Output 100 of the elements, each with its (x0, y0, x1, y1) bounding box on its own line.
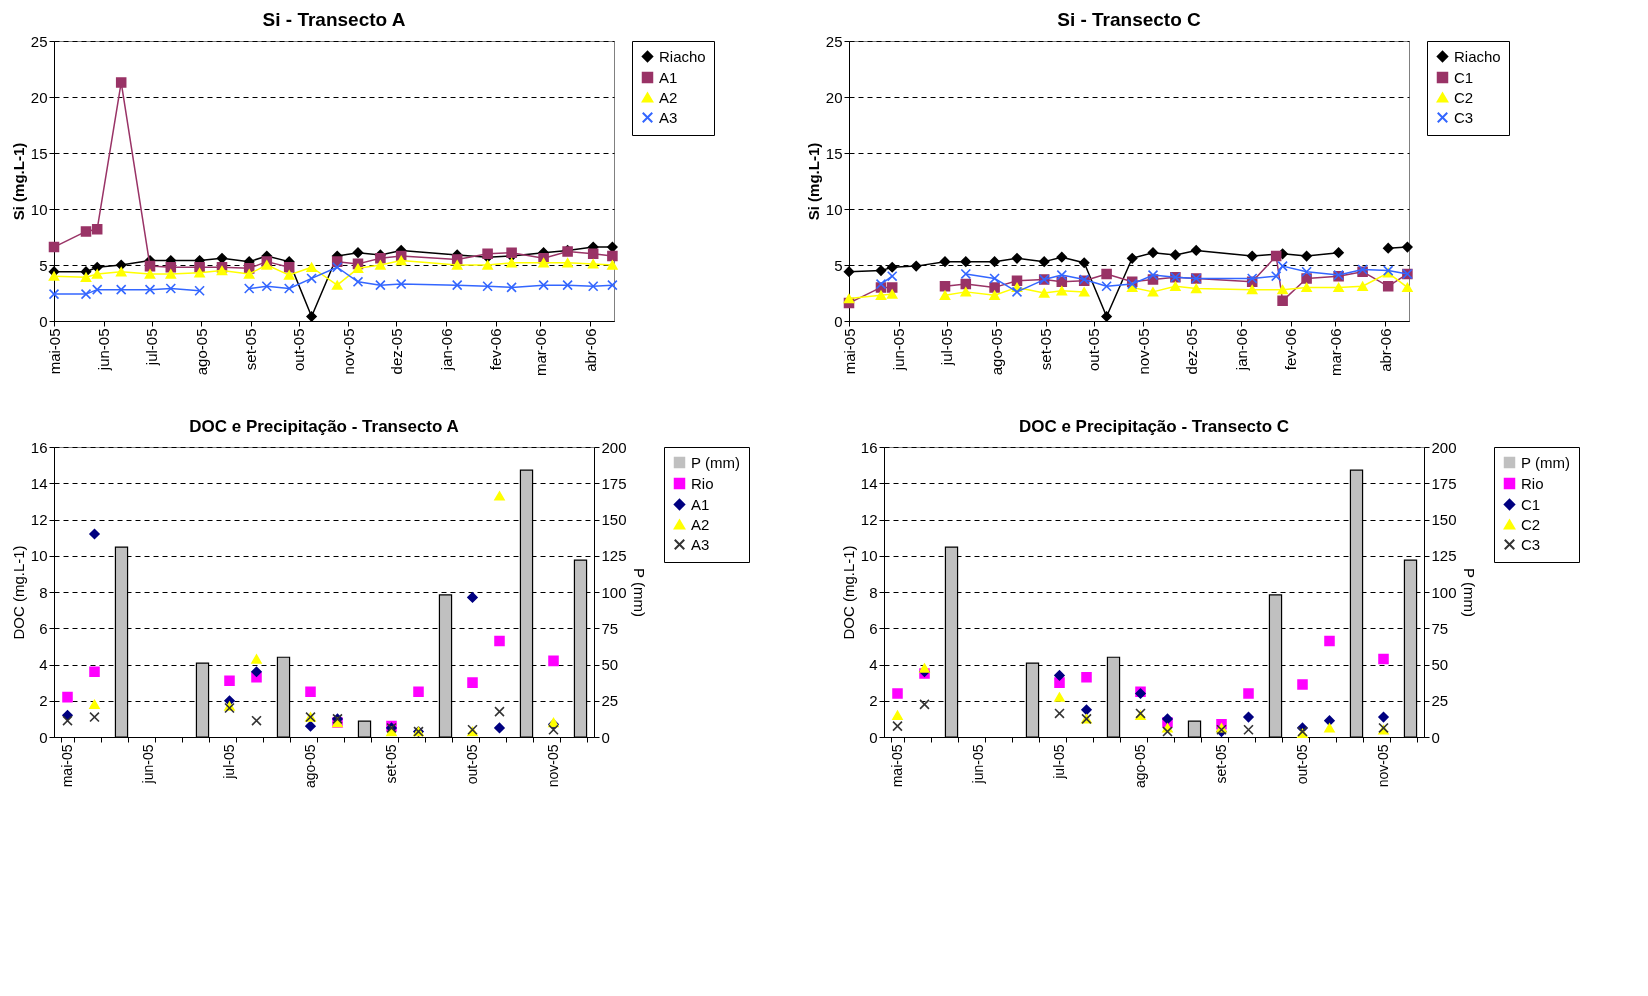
x-tick-label: jul-05 (938, 328, 956, 367)
y-tick-label: 4 (869, 656, 878, 673)
y2-tick-label: 50 (1431, 656, 1449, 673)
legend-label: C1 (1454, 68, 1474, 86)
y2-axis-title: P (mm) (1460, 568, 1478, 617)
legend-label: Rio (691, 474, 714, 492)
y-tick-label: 2 (39, 692, 48, 710)
x-tick-label: jan-06 (1232, 328, 1250, 372)
x-tick-label: abr-06 (1376, 328, 1394, 372)
legend-label: C1 (1521, 495, 1541, 513)
y-tick-label: 15 (825, 144, 843, 162)
x-tick-label: set-05 (1213, 744, 1229, 784)
y-tick-label: 0 (39, 312, 48, 330)
x-tick-label: jun-05 (890, 328, 908, 372)
y-tick-label: 10 (860, 547, 878, 565)
y2-tick-label: 150 (601, 511, 627, 528)
x-tick-label: jan-06 (437, 328, 455, 372)
x-tick-label: mai-05 (889, 744, 905, 788)
y2-tick-label: 125 (1431, 547, 1457, 565)
y-tick-label: 0 (39, 728, 48, 746)
x-tick-label: set-05 (383, 744, 399, 784)
chart-title: Si - Transecto C (1057, 9, 1202, 30)
x-tick-label: out-05 (1294, 744, 1310, 785)
y-axis-title: Si (mg.L-1) (9, 142, 27, 221)
y-tick-label: 6 (869, 619, 878, 637)
legend-label: Riacho (1454, 47, 1501, 65)
legend-label: A2 (691, 515, 710, 533)
y-axis-title: DOC (mg.L-1) (9, 545, 27, 640)
y-tick-label: 4 (39, 656, 48, 673)
y2-tick-label: 25 (601, 692, 619, 710)
x-tick-label: ago-05 (1132, 744, 1148, 789)
legend-label: C3 (1521, 535, 1541, 553)
x-tick-label: mar-06 (531, 328, 549, 377)
x-tick-label: jul-05 (1051, 744, 1067, 780)
y2-tick-label: 0 (601, 728, 610, 746)
y2-tick-label: 0 (1431, 728, 1440, 746)
chart-title: DOC e Precipitação - Transecto A (189, 417, 459, 436)
x-tick-label: jul-05 (221, 744, 237, 780)
y2-tick-label: 200 (601, 438, 627, 456)
y-tick-label: 25 (30, 32, 48, 50)
legend-label: A3 (659, 108, 678, 126)
legend-label: C3 (1454, 108, 1474, 126)
chart-title: Si - Transecto A (262, 9, 406, 30)
x-tick-label: jun-05 (95, 328, 113, 372)
y-tick-label: 8 (39, 583, 48, 601)
x-tick-label: jul-05 (143, 328, 161, 367)
y-tick-label: 5 (39, 256, 48, 274)
chart-title: DOC e Precipitação - Transecto C (1018, 417, 1290, 436)
y-tick-label: 20 (825, 88, 843, 106)
x-tick-label: jun-05 (140, 744, 156, 785)
x-tick-label: ago-05 (987, 328, 1005, 376)
x-tick-label: ago-05 (192, 328, 210, 376)
x-tick-label: out-05 (1085, 328, 1103, 372)
y2-tick-label: 100 (601, 583, 627, 601)
y-tick-label: 0 (869, 728, 878, 746)
x-tick-label: mai-05 (59, 744, 75, 788)
y2-tick-label: 200 (1431, 438, 1457, 456)
x-tick-label: dez-05 (387, 328, 405, 375)
x-tick-label: set-05 (1037, 328, 1055, 371)
y-tick-label: 16 (30, 438, 48, 456)
y-tick-label: 12 (30, 511, 48, 528)
legend-label: A1 (691, 495, 710, 513)
y2-tick-label: 75 (1431, 619, 1449, 637)
x-tick-label: set-05 (242, 328, 260, 371)
y-tick-label: 14 (860, 474, 878, 492)
x-tick-label: nov-05 (1375, 744, 1391, 788)
x-tick-label: fev-06 (1282, 328, 1300, 371)
y-tick-label: 10 (30, 200, 48, 218)
y-tick-label: 12 (860, 511, 878, 528)
x-tick-label: nov-05 (545, 744, 561, 788)
y2-tick-label: 50 (601, 656, 619, 673)
x-tick-label: ago-05 (302, 744, 318, 789)
y-tick-label: 6 (39, 619, 48, 637)
legend-label: A3 (691, 535, 710, 553)
y-tick-label: 10 (30, 547, 48, 565)
y-tick-label: 20 (30, 88, 48, 106)
y2-tick-label: 175 (1431, 474, 1457, 492)
y-tick-label: 14 (30, 474, 48, 492)
legend-label: A2 (659, 88, 678, 106)
y-tick-label: 8 (869, 583, 878, 601)
legend-label: C2 (1521, 515, 1541, 533)
x-tick-label: nov-05 (339, 328, 357, 375)
x-tick-label: jun-05 (970, 744, 986, 785)
y-tick-label: 2 (869, 692, 878, 710)
x-tick-label: fev-06 (487, 328, 505, 371)
y2-axis-title: P (mm) (630, 568, 648, 617)
legend-label: A1 (659, 68, 678, 86)
legend-label: Rio (1521, 474, 1544, 492)
legend-label: P (mm) (1521, 453, 1570, 471)
x-tick-label: out-05 (464, 744, 480, 785)
y2-tick-label: 175 (601, 474, 627, 492)
y2-tick-label: 125 (601, 547, 627, 565)
y-axis-title: DOC (mg.L-1) (839, 545, 857, 640)
y2-tick-label: 75 (601, 619, 619, 637)
legend-label: P (mm) (691, 453, 740, 471)
y-axis-title: Si (mg.L-1) (804, 142, 822, 221)
y-tick-label: 16 (860, 438, 878, 456)
x-tick-label: nov-05 (1134, 328, 1152, 375)
x-tick-label: out-05 (290, 328, 308, 372)
x-tick-label: dez-05 (1182, 328, 1200, 375)
